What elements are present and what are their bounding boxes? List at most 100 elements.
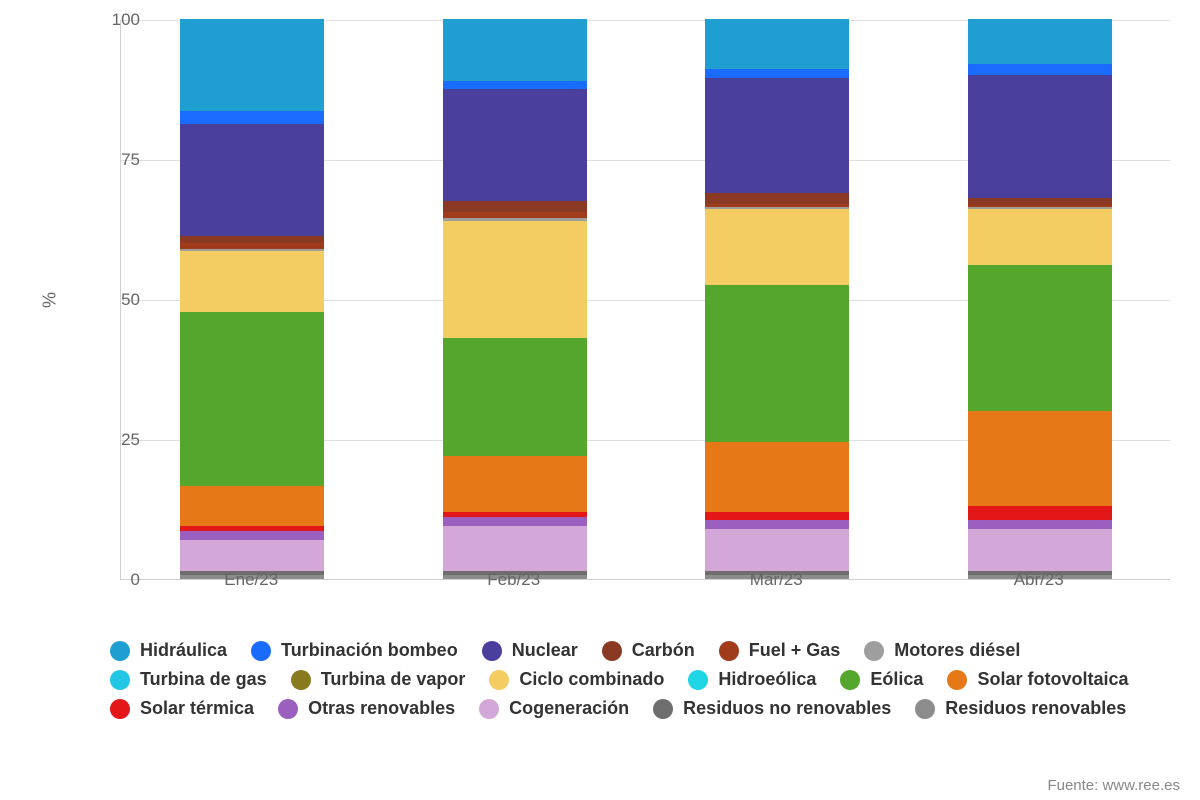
bar-group — [180, 19, 324, 579]
legend-dot-icon — [251, 641, 271, 661]
bar-segment-eolica — [705, 285, 849, 442]
bar-segment-fuel_gas — [968, 205, 1112, 207]
bar-segment-eolica — [968, 265, 1112, 411]
y-tick-label: 0 — [80, 570, 140, 590]
legend-dot-icon — [840, 670, 860, 690]
bar-segment-eolica — [443, 338, 587, 456]
legend: Hidráulica Turbinación bombeo Nuclear Carbó… — [110, 640, 1170, 721]
legend-item-turbinacion_bombeo[interactable]: Turbinación bombeo — [251, 640, 458, 661]
legend-item-otras_renovables[interactable]: Otras renovables — [278, 698, 455, 719]
chart-container — [120, 20, 1170, 610]
x-tick-label: Mar/23 — [750, 570, 803, 590]
legend-label: Nuclear — [512, 640, 578, 661]
legend-label: Solar térmica — [140, 698, 254, 719]
legend-dot-icon — [947, 670, 967, 690]
bar-segment-eolica — [180, 312, 324, 486]
bar-segment-ciclo_combinado — [443, 221, 587, 339]
legend-dot-icon — [278, 699, 298, 719]
legend-item-nuclear[interactable]: Nuclear — [482, 640, 578, 661]
legend-dot-icon — [688, 670, 708, 690]
legend-label: Hidráulica — [140, 640, 227, 661]
bar-segment-solar_fotovoltaica — [968, 411, 1112, 506]
legend-item-hidroeolica[interactable]: Hidroeólica — [688, 669, 816, 690]
legend-label: Cogeneración — [509, 698, 629, 719]
bar-segment-solar_fotovoltaica — [705, 442, 849, 512]
legend-item-cogeneracion[interactable]: Cogeneración — [479, 698, 629, 719]
y-axis-label: % — [40, 292, 61, 308]
legend-label: Eólica — [870, 669, 923, 690]
legend-item-solar_fotovoltaica[interactable]: Solar fotovoltaica — [947, 669, 1128, 690]
legend-label: Residuos no renovables — [683, 698, 891, 719]
legend-item-fuel_gas[interactable]: Fuel + Gas — [719, 640, 841, 661]
y-tick-label: 100 — [80, 10, 140, 30]
bar-segment-carbon — [180, 236, 324, 243]
legend-item-eolica[interactable]: Eólica — [840, 669, 923, 690]
bar-segment-ciclo_combinado — [705, 209, 849, 285]
bar-group — [705, 19, 849, 579]
bar-segment-hidraulica — [968, 19, 1112, 64]
legend-dot-icon — [719, 641, 739, 661]
legend-label: Residuos renovables — [945, 698, 1126, 719]
bar-segment-nuclear — [180, 124, 324, 236]
legend-dot-icon — [110, 641, 130, 661]
bar-segment-nuclear — [443, 89, 587, 201]
legend-item-carbon[interactable]: Carbón — [602, 640, 695, 661]
bar-segment-otras_renovables — [180, 531, 324, 540]
legend-item-ciclo_combinado[interactable]: Ciclo combinado — [489, 669, 664, 690]
bar-group — [968, 19, 1112, 579]
legend-label: Turbinación bombeo — [281, 640, 458, 661]
legend-item-turbina_gas[interactable]: Turbina de gas — [110, 669, 267, 690]
legend-item-residuos_no_renov[interactable]: Residuos no renovables — [653, 698, 891, 719]
legend-item-residuos_renov[interactable]: Residuos renovables — [915, 698, 1126, 719]
legend-label: Motores diésel — [894, 640, 1020, 661]
bar-segment-solar_termica — [968, 506, 1112, 520]
legend-item-hidraulica[interactable]: Hidráulica — [110, 640, 227, 661]
legend-item-turbina_vapor[interactable]: Turbina de vapor — [291, 669, 466, 690]
bar-segment-ciclo_combinado — [180, 251, 324, 313]
legend-label: Ciclo combinado — [519, 669, 664, 690]
bar-segment-turbinacion_bombeo — [180, 111, 324, 124]
x-tick-label: Abr/23 — [1014, 570, 1064, 590]
legend-label: Carbón — [632, 640, 695, 661]
bar-segment-turbinacion_bombeo — [443, 81, 587, 89]
bar-segment-cogeneracion — [180, 540, 324, 571]
x-tick-label: Feb/23 — [487, 570, 540, 590]
y-tick-label: 75 — [80, 150, 140, 170]
bar-segment-hidraulica — [443, 19, 587, 81]
bar-segment-cogeneracion — [705, 529, 849, 571]
bar-group — [443, 19, 587, 579]
bar-segment-cogeneracion — [443, 526, 587, 571]
bar-segment-solar_fotovoltaica — [180, 486, 324, 526]
legend-label: Hidroeólica — [718, 669, 816, 690]
legend-item-solar_termica[interactable]: Solar térmica — [110, 698, 254, 719]
bar-segment-cogeneracion — [968, 529, 1112, 571]
legend-dot-icon — [489, 670, 509, 690]
bar-segment-fuel_gas — [443, 212, 587, 218]
bar-segment-hidraulica — [705, 19, 849, 69]
bar-segment-otras_renovables — [705, 520, 849, 528]
legend-dot-icon — [653, 699, 673, 719]
legend-dot-icon — [602, 641, 622, 661]
legend-dot-icon — [479, 699, 499, 719]
legend-dot-icon — [864, 641, 884, 661]
bar-segment-fuel_gas — [705, 204, 849, 207]
bar-segment-solar_termica — [705, 512, 849, 520]
bar-segment-fuel_gas — [180, 243, 324, 249]
bar-segment-turbinacion_bombeo — [968, 64, 1112, 75]
bar-segment-solar_fotovoltaica — [443, 456, 587, 512]
plot-area — [120, 20, 1170, 580]
bar-segment-solar_termica — [180, 526, 324, 530]
legend-dot-icon — [110, 699, 130, 719]
legend-item-motores_diesel[interactable]: Motores diésel — [864, 640, 1020, 661]
legend-dot-icon — [482, 641, 502, 661]
legend-dot-icon — [291, 670, 311, 690]
bar-segment-solar_termica — [443, 512, 587, 518]
bar-segment-motores_diesel — [968, 207, 1112, 210]
legend-dot-icon — [915, 699, 935, 719]
bar-segment-otras_renovables — [968, 520, 1112, 528]
bar-segment-ciclo_combinado — [968, 209, 1112, 265]
bar-segment-carbon — [443, 201, 587, 212]
bar-segment-motores_diesel — [180, 249, 324, 251]
source-label: Fuente: www.ree.es — [1047, 777, 1180, 794]
legend-label: Solar fotovoltaica — [977, 669, 1128, 690]
